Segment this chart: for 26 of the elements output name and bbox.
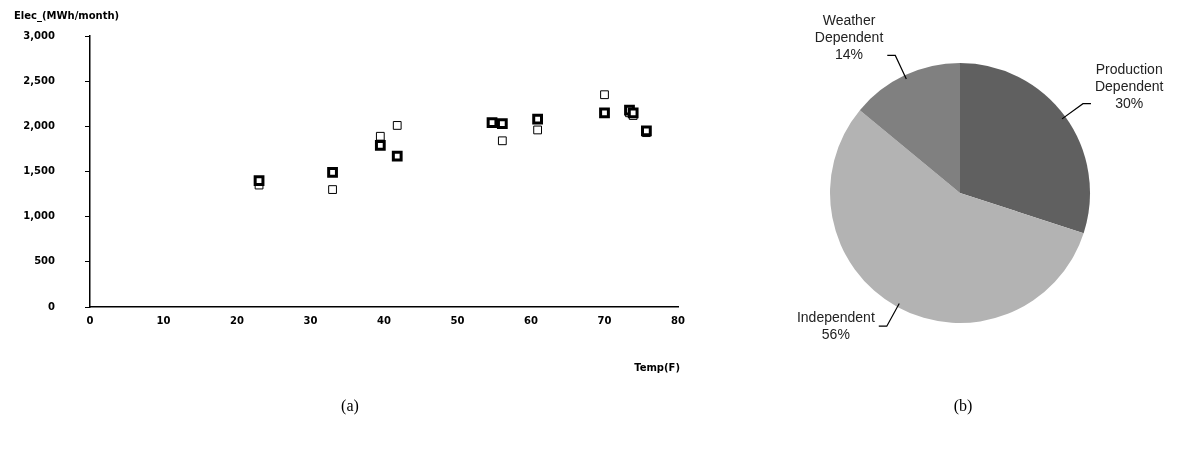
text: (a)	[340, 397, 360, 415]
x-tick-label: 70	[597, 314, 612, 326]
x-tick-label: 0	[86, 314, 94, 326]
y-tick-label: 0	[48, 300, 56, 312]
y-tick-label: 500	[34, 255, 56, 267]
x-tick-label: 60	[524, 314, 538, 326]
y-tick-label: 1,500	[23, 165, 56, 177]
data-label: 30%	[1115, 94, 1144, 111]
x-tick-label: 80	[671, 314, 685, 326]
x-axis-title: Temp(F)	[634, 362, 680, 373]
x-tick-label: 40	[377, 314, 391, 326]
slice-label: Production Dependent	[1094, 60, 1164, 94]
x-tick-label: 20	[230, 314, 244, 326]
y-tick-label: 3,000	[23, 29, 56, 41]
data-label: 14%	[835, 46, 864, 63]
slice-label: Weather Dependent	[814, 12, 884, 46]
y-axis-title: Elec_(MWh/month)	[14, 10, 120, 21]
y-tick-label: 2,500	[23, 74, 56, 86]
x-tick-label: 10	[156, 314, 171, 326]
y-tick-label: 2,000	[23, 119, 56, 131]
y-tick-label: 1,000	[23, 210, 56, 222]
slice-label: Independent	[796, 308, 875, 325]
text: (b)	[952, 397, 974, 415]
data-label: 56%	[821, 325, 850, 342]
x-tick-label: 30	[303, 314, 318, 326]
x-tick-label: 50	[450, 314, 465, 326]
